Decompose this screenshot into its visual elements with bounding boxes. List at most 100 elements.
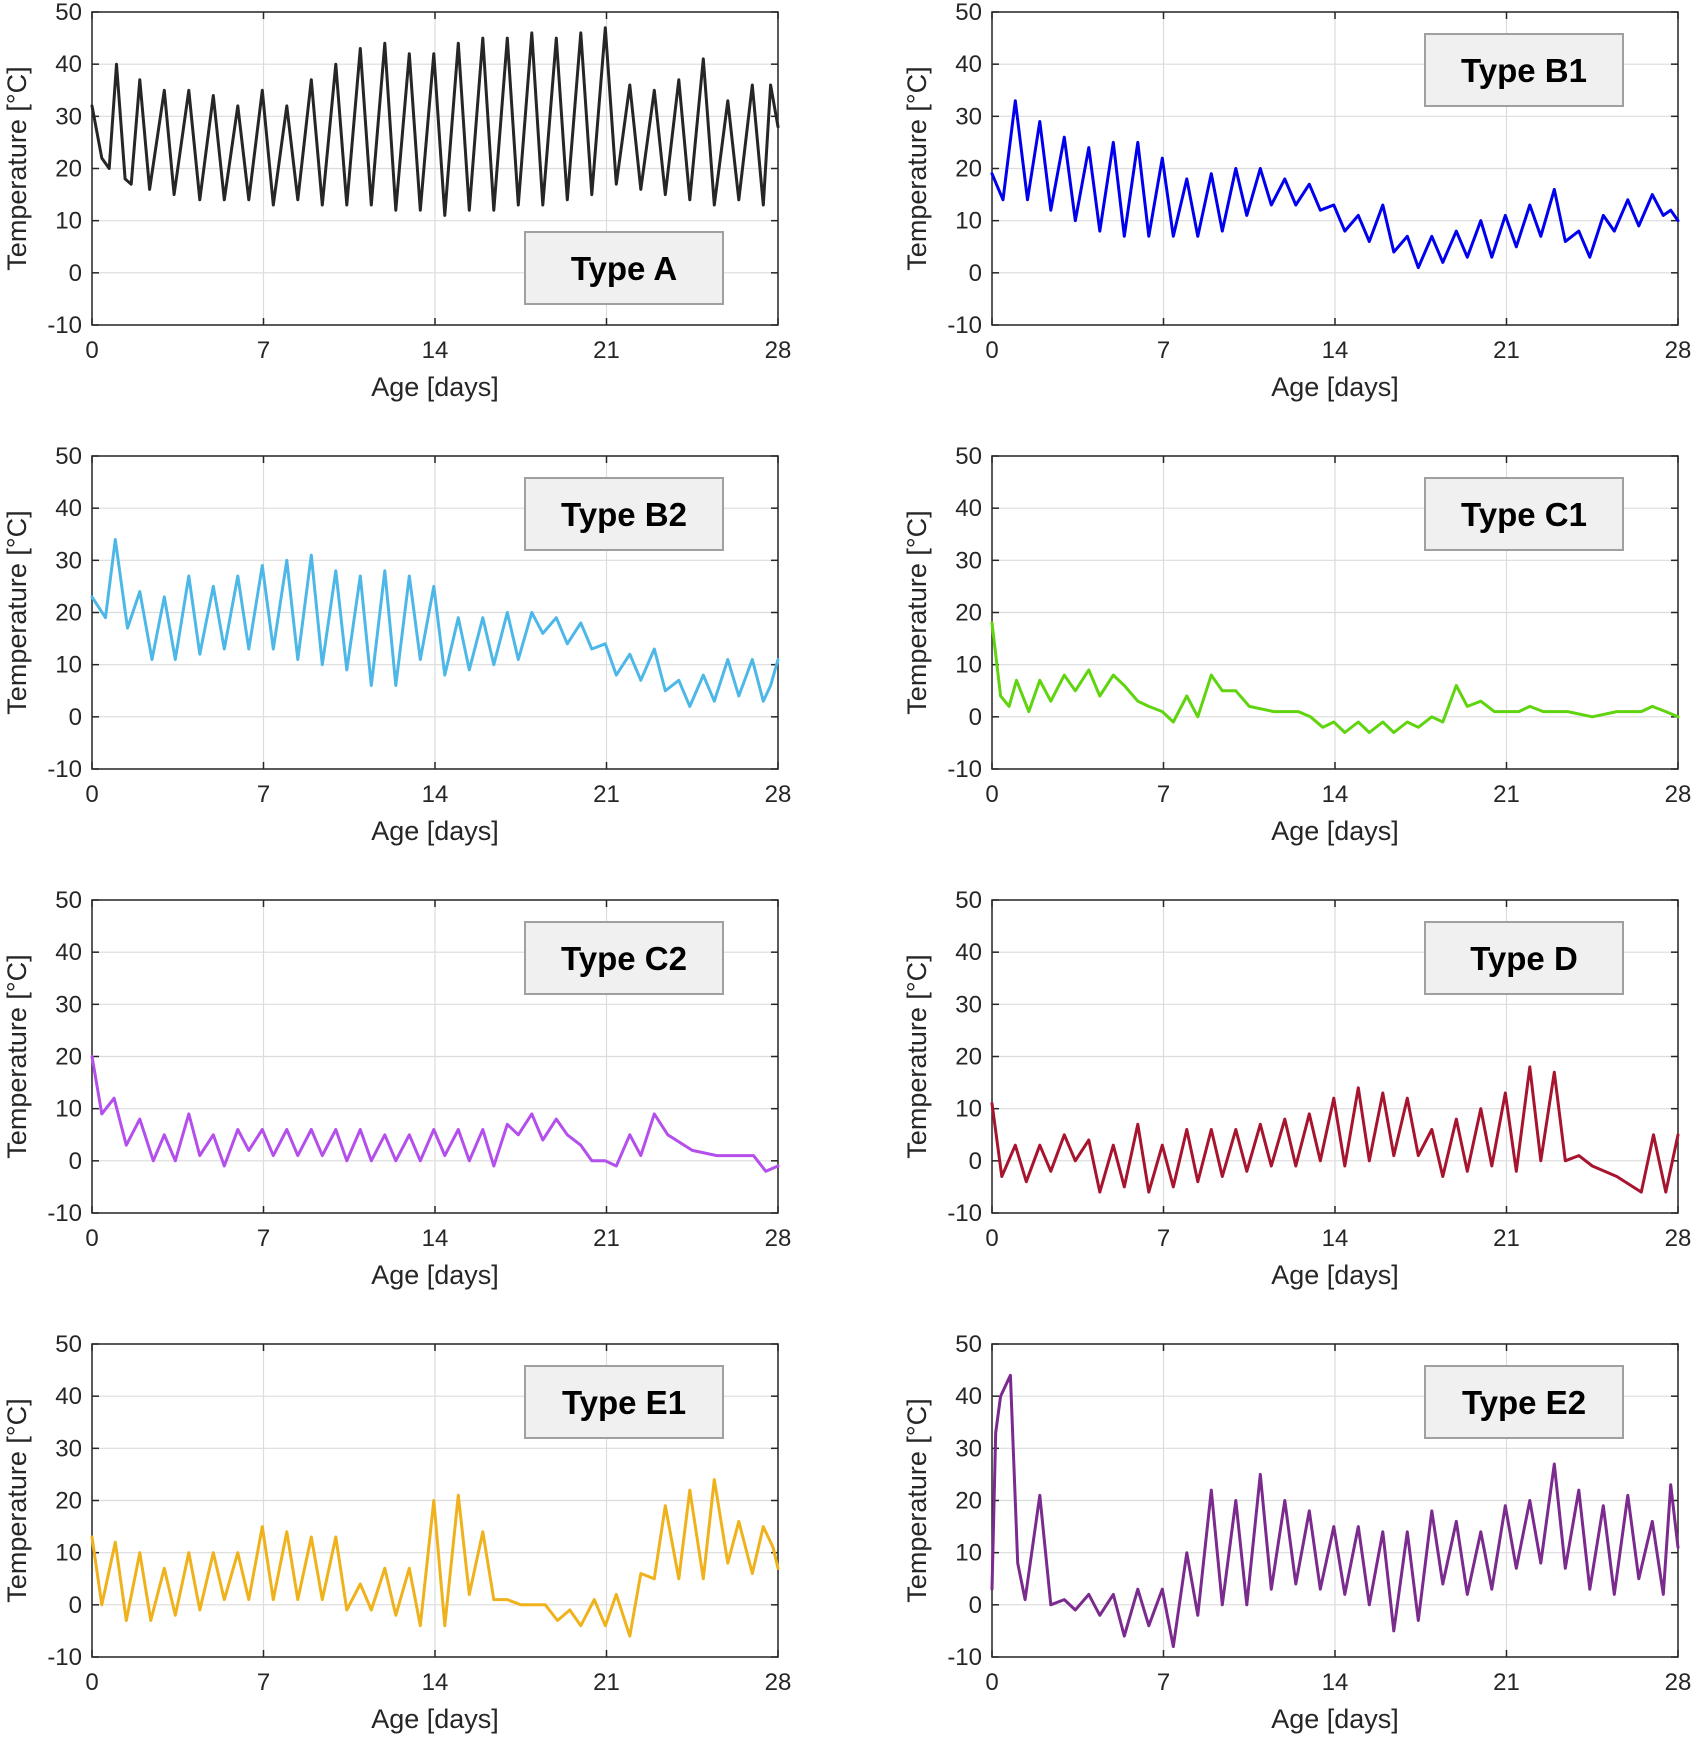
legend-label: Type A bbox=[571, 250, 677, 287]
y-tick-label: 30 bbox=[55, 1435, 82, 1462]
x-tick-label: 0 bbox=[85, 1225, 98, 1252]
y-tick-label: 50 bbox=[55, 0, 82, 26]
y-tick-label: -10 bbox=[947, 1200, 982, 1227]
y-tick-label: 0 bbox=[969, 1592, 982, 1619]
y-tick-label: -10 bbox=[947, 1644, 982, 1671]
y-tick-label: 0 bbox=[69, 1148, 82, 1175]
y-tick-label: -10 bbox=[47, 312, 82, 339]
y-tick-label: 40 bbox=[55, 495, 82, 522]
x-tick-label: 7 bbox=[1157, 1669, 1170, 1696]
x-tick-label: 7 bbox=[257, 1669, 270, 1696]
legend: Type E1 bbox=[524, 1365, 724, 1439]
y-tick-label: 20 bbox=[55, 1488, 82, 1515]
y-tick-label: 30 bbox=[55, 547, 82, 574]
x-tick-label: 14 bbox=[422, 1225, 449, 1252]
legend: Type D bbox=[1424, 921, 1624, 995]
y-tick-label: 20 bbox=[55, 1044, 82, 1071]
y-tick-label: 50 bbox=[955, 1331, 982, 1358]
legend-box bbox=[524, 1365, 724, 1439]
legend-box bbox=[1424, 33, 1624, 107]
series-line bbox=[990, 1373, 1680, 1649]
series-line bbox=[990, 99, 1680, 270]
x-tick-label: 21 bbox=[1493, 1669, 1520, 1696]
legend: Type A bbox=[524, 231, 724, 305]
y-tick-label: 20 bbox=[955, 600, 982, 627]
legend: Type E2 bbox=[1424, 1365, 1624, 1439]
x-tick-label: 0 bbox=[985, 1669, 998, 1696]
x-tick-label: 14 bbox=[422, 1669, 449, 1696]
y-tick-label: 50 bbox=[955, 0, 982, 26]
series-line bbox=[90, 1055, 780, 1173]
legend-label: Type E1 bbox=[562, 1384, 686, 1421]
y-tick-label: 0 bbox=[969, 704, 982, 731]
y-tick-label: 10 bbox=[55, 208, 82, 235]
x-tick-label: 28 bbox=[765, 337, 792, 364]
legend-box bbox=[524, 921, 724, 995]
y-tick-label: -10 bbox=[47, 756, 82, 783]
x-tick-label: 28 bbox=[1665, 337, 1692, 364]
legend-label: Type B2 bbox=[561, 496, 687, 533]
x-tick-label: 0 bbox=[985, 1225, 998, 1252]
y-tick-label: 30 bbox=[955, 991, 982, 1018]
legend-label: Type E2 bbox=[1462, 1384, 1586, 1421]
x-tick-label: 14 bbox=[422, 781, 449, 808]
x-tick-label: 0 bbox=[85, 781, 98, 808]
y-axis-label: Temperature [°C] bbox=[902, 1398, 932, 1602]
y-tick-label: -10 bbox=[947, 756, 982, 783]
x-tick-label: 21 bbox=[593, 337, 620, 364]
legend-box bbox=[524, 477, 724, 551]
y-tick-label: 40 bbox=[55, 51, 82, 78]
x-tick-label: 0 bbox=[985, 337, 998, 364]
y-tick-label: 40 bbox=[55, 1383, 82, 1410]
x-axis-label: Age [days] bbox=[371, 816, 499, 846]
x-tick-label: 7 bbox=[257, 781, 270, 808]
y-tick-label: 10 bbox=[955, 1096, 982, 1123]
legend-box bbox=[1424, 477, 1624, 551]
legend-label: Type C1 bbox=[1461, 496, 1587, 533]
y-tick-label: 30 bbox=[955, 1435, 982, 1462]
legend: Type C2 bbox=[524, 921, 724, 995]
y-tick-label: 0 bbox=[969, 1148, 982, 1175]
y-axis-label: Temperature [°C] bbox=[902, 954, 932, 1158]
legend: Type B1 bbox=[1424, 33, 1624, 107]
legend-label: Type D bbox=[1470, 940, 1578, 977]
y-tick-label: 10 bbox=[55, 652, 82, 679]
y-tick-label: 10 bbox=[55, 1096, 82, 1123]
x-tick-label: 7 bbox=[1157, 781, 1170, 808]
series-line bbox=[90, 1478, 780, 1638]
y-tick-label: 40 bbox=[955, 1383, 982, 1410]
y-tick-label: 30 bbox=[55, 991, 82, 1018]
y-tick-label: -10 bbox=[947, 312, 982, 339]
y-tick-label: 10 bbox=[955, 208, 982, 235]
x-tick-label: 28 bbox=[1665, 781, 1692, 808]
x-tick-label: 28 bbox=[765, 1669, 792, 1696]
y-tick-label: 0 bbox=[69, 260, 82, 287]
y-tick-label: 50 bbox=[955, 887, 982, 914]
x-tick-label: 28 bbox=[1665, 1669, 1692, 1696]
y-tick-label: 20 bbox=[55, 600, 82, 627]
y-axis-label: Temperature [°C] bbox=[902, 510, 932, 714]
legend-label: Type C2 bbox=[561, 940, 687, 977]
y-tick-label: 50 bbox=[55, 887, 82, 914]
x-axis-label: Age [days] bbox=[1271, 1260, 1399, 1290]
x-tick-label: 7 bbox=[257, 1225, 270, 1252]
x-tick-label: 14 bbox=[1322, 337, 1349, 364]
x-tick-label: 7 bbox=[1157, 337, 1170, 364]
x-axis-label: Age [days] bbox=[371, 1260, 499, 1290]
y-tick-label: -10 bbox=[47, 1200, 82, 1227]
y-tick-label: 40 bbox=[955, 939, 982, 966]
x-tick-label: 21 bbox=[1493, 1225, 1520, 1252]
y-tick-label: 20 bbox=[955, 1044, 982, 1071]
legend-box bbox=[1424, 1365, 1624, 1439]
y-axis-label: Temperature [°C] bbox=[902, 66, 932, 270]
y-tick-label: 20 bbox=[955, 1488, 982, 1515]
y-tick-label: 30 bbox=[55, 103, 82, 130]
y-tick-label: 50 bbox=[55, 443, 82, 470]
y-tick-label: 0 bbox=[969, 260, 982, 287]
